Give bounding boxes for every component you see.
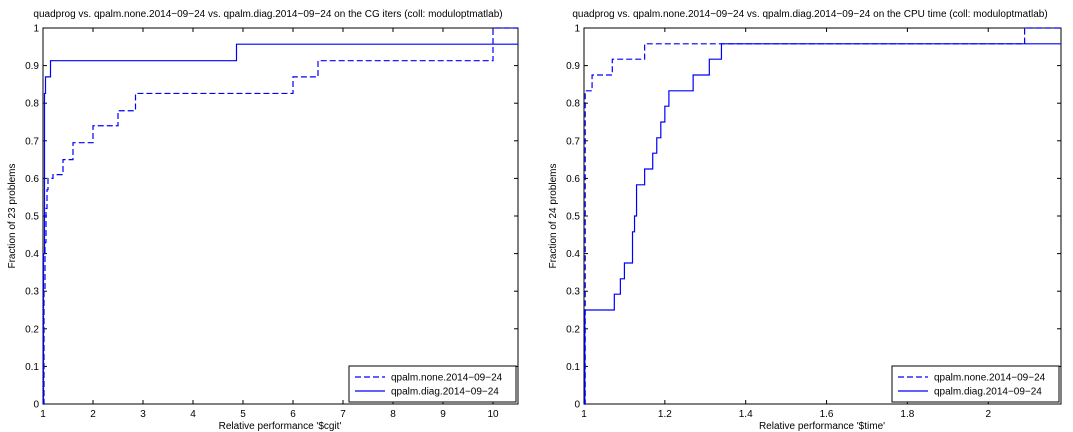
- y-tick-label: 0.9: [566, 61, 580, 72]
- legend: qpalm.none.2014−09−24 qpalm.diag.2014−09−…: [348, 365, 517, 403]
- chart-cg-iters: quadprog vs. qpalm.none.2014−09−24 vs. q…: [7, 9, 519, 432]
- legend-entry: qpalm.none.2014−09−24: [391, 373, 503, 384]
- y-tick-label: 1: [33, 24, 39, 35]
- x-tick-label: 6: [290, 409, 296, 420]
- y-tick-label: 0.3: [566, 287, 580, 298]
- y-tick-label: 0.5: [25, 212, 39, 223]
- y-tick-label: 0.1: [25, 362, 39, 373]
- y-tick-label: 0.5: [566, 212, 580, 223]
- x-tick-label: 7: [340, 409, 346, 420]
- x-tick-label: 8: [390, 409, 396, 420]
- legend-box: [891, 365, 1060, 403]
- x-tick-label: 1: [581, 409, 587, 420]
- x-tick-label: 1.2: [658, 409, 672, 420]
- x-tick-label: 1: [40, 409, 46, 420]
- x-tick-label: 3: [140, 409, 146, 420]
- x-tick-label: 2: [90, 409, 96, 420]
- legend-entry: qpalm.diag.2014−09−24: [391, 387, 499, 398]
- y-axis-label: Fraction of 24 problems: [548, 163, 559, 268]
- series-line-qpalm-diag: [42, 43, 518, 405]
- plot-area: [42, 27, 519, 405]
- x-tick-label: 5: [240, 409, 246, 420]
- x-tick-label: 1.6: [820, 409, 834, 420]
- y-tick-label: 0.2: [566, 324, 580, 335]
- y-tick-label: 0.6: [566, 174, 580, 185]
- legend: qpalm.none.2014−09−24 qpalm.diag.2014−09−…: [891, 365, 1060, 403]
- y-tick-label: 0.4: [566, 249, 580, 260]
- legend-box: [348, 365, 517, 403]
- y-tick-label: 0: [33, 400, 39, 411]
- x-axis-label: Relative performance '$time': [759, 421, 885, 432]
- y-tick-label: 0.7: [566, 136, 580, 147]
- x-tick-label: 4: [190, 409, 196, 420]
- chart-cpu-time: quadprog vs. qpalm.none.2014−09−24 vs. q…: [548, 9, 1062, 432]
- chart-title: quadprog vs. qpalm.none.2014−09−24 vs. q…: [572, 9, 1047, 20]
- y-tick-label: 0.9: [25, 61, 39, 72]
- legend-entry: qpalm.diag.2014−09−24: [934, 387, 1042, 398]
- y-axis-label: Fraction of 23 problems: [7, 163, 18, 268]
- y-tick-label: 0.8: [25, 99, 39, 110]
- plot-area: [583, 27, 1062, 405]
- x-tick-label: 9: [440, 409, 446, 420]
- y-tick-label: 0.2: [25, 324, 39, 335]
- y-tick-label: 1: [574, 24, 580, 35]
- x-tick-label: 1.4: [739, 409, 753, 420]
- y-tick-label: 0: [574, 400, 580, 411]
- x-tick-label: 2: [985, 409, 991, 420]
- chart-title: quadprog vs. qpalm.none.2014−09−24 vs. q…: [33, 9, 502, 20]
- series-line-qpalm-diag: [584, 43, 1061, 405]
- y-tick-label: 0.8: [566, 99, 580, 110]
- x-axis-label: Relative performance '$cgit': [219, 421, 342, 432]
- y-tick-label: 0.4: [25, 249, 39, 260]
- y-tick-label: 0.1: [566, 362, 580, 373]
- y-tick-label: 0.7: [25, 136, 39, 147]
- y-tick-label: 0.6: [25, 174, 39, 185]
- x-tick-label: 1.8: [900, 409, 914, 420]
- series-line-qpalm-none: [43, 27, 518, 405]
- legend-entry: qpalm.none.2014−09−24: [934, 373, 1046, 384]
- x-tick-label: 10: [487, 409, 499, 420]
- y-tick-label: 0.3: [25, 287, 39, 298]
